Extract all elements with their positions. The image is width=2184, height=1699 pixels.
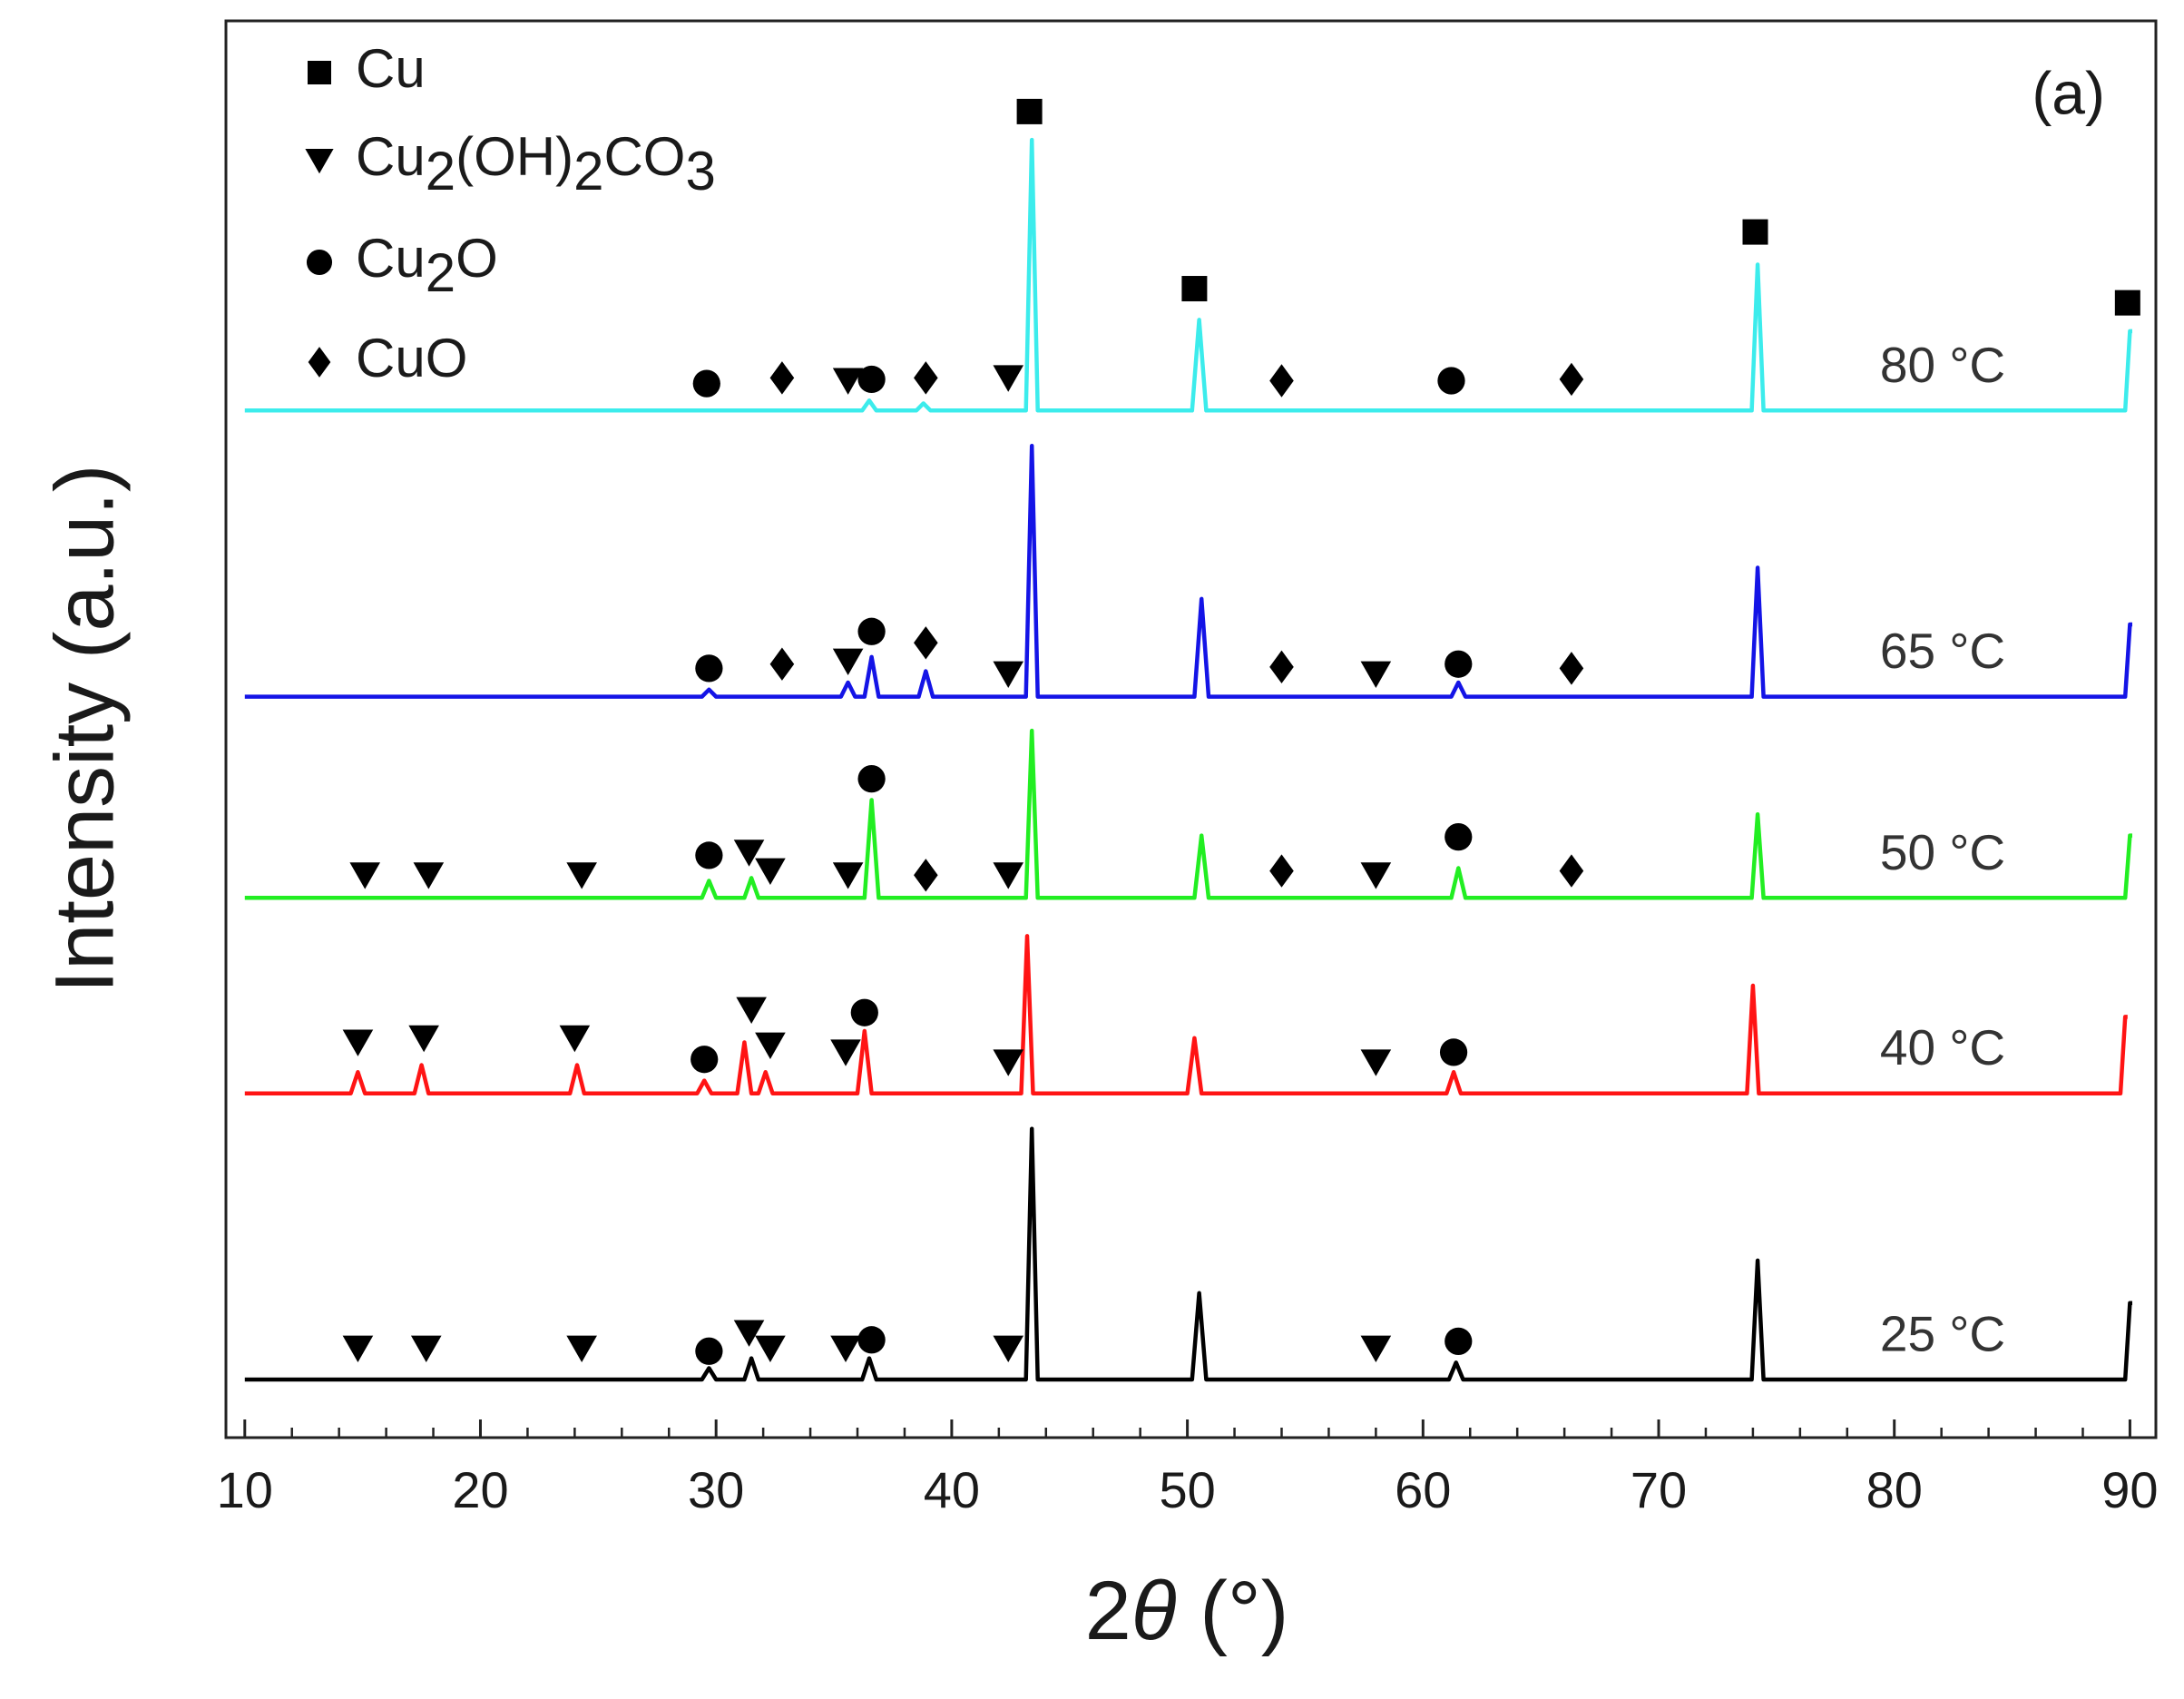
series-label: 40 °C — [1880, 1019, 2005, 1075]
legend-symbol — [308, 347, 331, 378]
phase-marker — [850, 998, 878, 1026]
plot-frame — [224, 19, 2158, 1439]
phase-marker — [1742, 219, 1768, 245]
phase-marker — [566, 1335, 597, 1363]
phase-marker — [769, 361, 795, 395]
phase-marker — [2114, 290, 2140, 316]
phase-marker — [733, 1320, 765, 1347]
phase-marker — [413, 862, 445, 889]
phase-marker — [695, 654, 723, 683]
phase-marker — [832, 862, 864, 889]
phase-marker — [1559, 854, 1584, 888]
series-label: 50 °C — [1880, 824, 2005, 880]
phase-marker — [408, 1025, 439, 1053]
legend-symbol — [308, 61, 331, 84]
legend-label: Cu2(OH)2CO3 — [356, 126, 716, 201]
phase-marker — [832, 368, 864, 395]
x-tick-label: 70 — [1631, 1461, 1687, 1518]
phase-marker — [695, 841, 723, 869]
xrd-pattern — [244, 444, 2132, 699]
phase-marker — [342, 1029, 374, 1056]
phase-marker — [1559, 362, 1584, 397]
phase-marker — [914, 626, 938, 660]
phase-marker — [736, 997, 767, 1024]
phase-marker — [695, 1337, 723, 1365]
x-tick-label: 50 — [1159, 1461, 1215, 1518]
phase-marker — [832, 648, 864, 675]
phase-marker — [1559, 652, 1584, 685]
legend-label: CuO — [356, 328, 467, 388]
phase-marker — [857, 1326, 886, 1354]
phase-marker — [1445, 1327, 1473, 1355]
series-label: 65 °C — [1880, 623, 2005, 679]
phase-marker — [993, 1335, 1024, 1363]
phase-marker — [755, 858, 786, 885]
x-tick-label: 40 — [924, 1461, 980, 1518]
phase-marker — [914, 859, 938, 892]
x-tick-label: 90 — [2101, 1461, 2158, 1518]
phase-marker — [830, 1039, 861, 1066]
phase-marker — [857, 617, 886, 645]
legend-symbol — [305, 149, 334, 174]
xrd-pattern — [244, 728, 2132, 900]
phase-marker — [769, 647, 795, 681]
phase-marker — [559, 1025, 591, 1053]
phase-marker — [1360, 1049, 1392, 1076]
phase-marker — [690, 1046, 719, 1074]
phase-marker — [1181, 276, 1208, 302]
legend-symbol — [306, 249, 333, 276]
phase-marker — [857, 365, 886, 394]
y-axis-title: Intensity (a.u.) — [38, 465, 131, 994]
legend-label: Cu — [356, 38, 426, 99]
phase-marker — [830, 1335, 861, 1363]
phase-marker — [993, 661, 1024, 689]
phase-marker — [349, 862, 381, 889]
phase-marker — [410, 1335, 442, 1363]
x-tick-label: 20 — [452, 1461, 508, 1518]
xrd-pattern — [244, 137, 2132, 413]
x-tick-label: 30 — [688, 1461, 744, 1518]
phase-marker — [1437, 367, 1465, 395]
phase-marker — [914, 361, 938, 395]
phase-marker — [993, 1049, 1024, 1076]
series-label: 25 °C — [1880, 1306, 2005, 1362]
x-tick-label: 10 — [217, 1461, 273, 1518]
phase-marker — [1360, 1335, 1392, 1363]
phase-marker — [857, 765, 886, 793]
phase-marker — [1360, 661, 1392, 689]
xrd-pattern — [244, 1126, 2132, 1382]
phase-marker — [755, 1032, 786, 1060]
phase-marker — [1360, 862, 1392, 889]
phase-marker — [1269, 854, 1294, 888]
phase-marker — [342, 1335, 374, 1363]
x-axis-title: 2θ (°) — [1085, 1565, 1289, 1657]
phase-marker — [733, 840, 765, 867]
series-label: 80 °C — [1880, 337, 2005, 393]
phase-marker — [755, 1335, 786, 1363]
phase-marker — [1269, 364, 1294, 398]
phase-marker — [993, 365, 1024, 392]
panel-label: (a) — [2032, 59, 2105, 126]
phase-marker — [566, 862, 597, 889]
xrd-pattern — [244, 934, 2128, 1095]
legend-label: Cu2O — [356, 228, 498, 303]
phase-marker — [1016, 98, 1043, 124]
phase-marker — [993, 862, 1024, 889]
x-tick-label: 60 — [1395, 1461, 1451, 1518]
phase-marker — [1269, 650, 1294, 684]
phase-marker — [1445, 823, 1473, 851]
x-tick-label: 80 — [1866, 1461, 1923, 1518]
phase-marker — [1439, 1038, 1468, 1066]
phase-marker — [692, 369, 720, 398]
phase-marker — [1445, 650, 1473, 678]
